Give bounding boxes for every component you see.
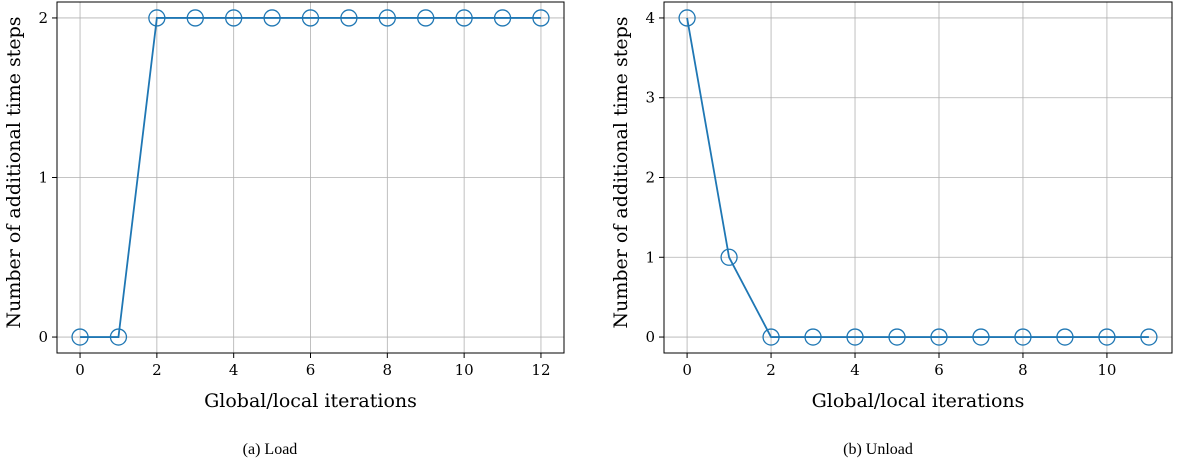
y-tick-label: 3: [645, 89, 655, 107]
data-point: [720, 248, 738, 266]
data-point: [378, 9, 396, 27]
y-tick-label: 4: [645, 9, 655, 27]
x-tick-label: 8: [1018, 361, 1028, 379]
plot-frame: [663, 1, 1173, 354]
y-axis-label: Number of additional time steps: [3, 16, 25, 328]
grid-lines: [57, 2, 564, 353]
x-tick-label: 4: [229, 361, 239, 379]
caption-load: (a) Load: [242, 441, 298, 458]
data-point: [846, 328, 864, 346]
data-point: [455, 9, 473, 27]
axis-ticks: 0 2 4 6 8 10 0 1 2 3 4: [645, 9, 1116, 379]
data-point: [148, 9, 166, 27]
y-tick-label: 1: [645, 248, 655, 266]
y-tick-label: 0: [38, 328, 48, 346]
data-series: [678, 9, 1158, 346]
x-tick-label: 0: [75, 361, 85, 379]
data-point: [930, 328, 948, 346]
y-tick-label: 2: [645, 169, 655, 187]
data-point: [340, 9, 358, 27]
x-axis-label: Global/local iterations: [812, 390, 1025, 412]
data-point: [804, 328, 822, 346]
y-tick-label: 2: [38, 9, 48, 27]
data-point: [186, 9, 204, 27]
data-point: [109, 328, 128, 346]
x-tick-label: 6: [934, 361, 944, 379]
y-tick-label: 1: [38, 169, 48, 187]
plot-frame: [56, 1, 565, 354]
y-axis-label: Number of additional time steps: [610, 16, 632, 328]
series-line: [80, 17, 541, 338]
x-tick-label: 2: [152, 361, 162, 379]
data-point: [417, 9, 435, 27]
y-tick-label: 0: [645, 328, 655, 346]
data-point: [1098, 328, 1116, 346]
data-point: [263, 9, 281, 27]
x-tick-label: 10: [455, 361, 474, 379]
x-tick-label: 10: [1097, 361, 1116, 379]
caption-unload: (b) Unload: [843, 441, 913, 458]
data-point: [301, 9, 320, 27]
data-point: [493, 9, 512, 27]
x-tick-label: 8: [383, 361, 393, 379]
data-point: [1014, 328, 1032, 346]
x-tick-label: 12: [531, 361, 550, 379]
x-tick-label: 6: [306, 361, 316, 379]
data-point: [972, 328, 990, 346]
x-tick-label: 0: [682, 361, 692, 379]
data-point: [762, 328, 780, 346]
data-point: [1056, 328, 1074, 346]
series-line: [686, 17, 1149, 338]
data-point: [532, 9, 550, 27]
data-point: [678, 9, 696, 27]
chart-unload: 0 2 4 6 8 10 0 1 2 3 4 Global/local iterations Num…: [610, 1, 1173, 412]
data-point: [888, 328, 906, 346]
data-series: [71, 9, 550, 346]
data-point: [71, 328, 89, 346]
x-tick-label: 4: [850, 361, 860, 379]
grid-lines: [664, 2, 1172, 353]
data-point: [225, 9, 243, 27]
x-tick-label: 2: [766, 361, 776, 379]
data-point: [1140, 328, 1158, 346]
x-axis-label: Global/local iterations: [204, 390, 417, 412]
